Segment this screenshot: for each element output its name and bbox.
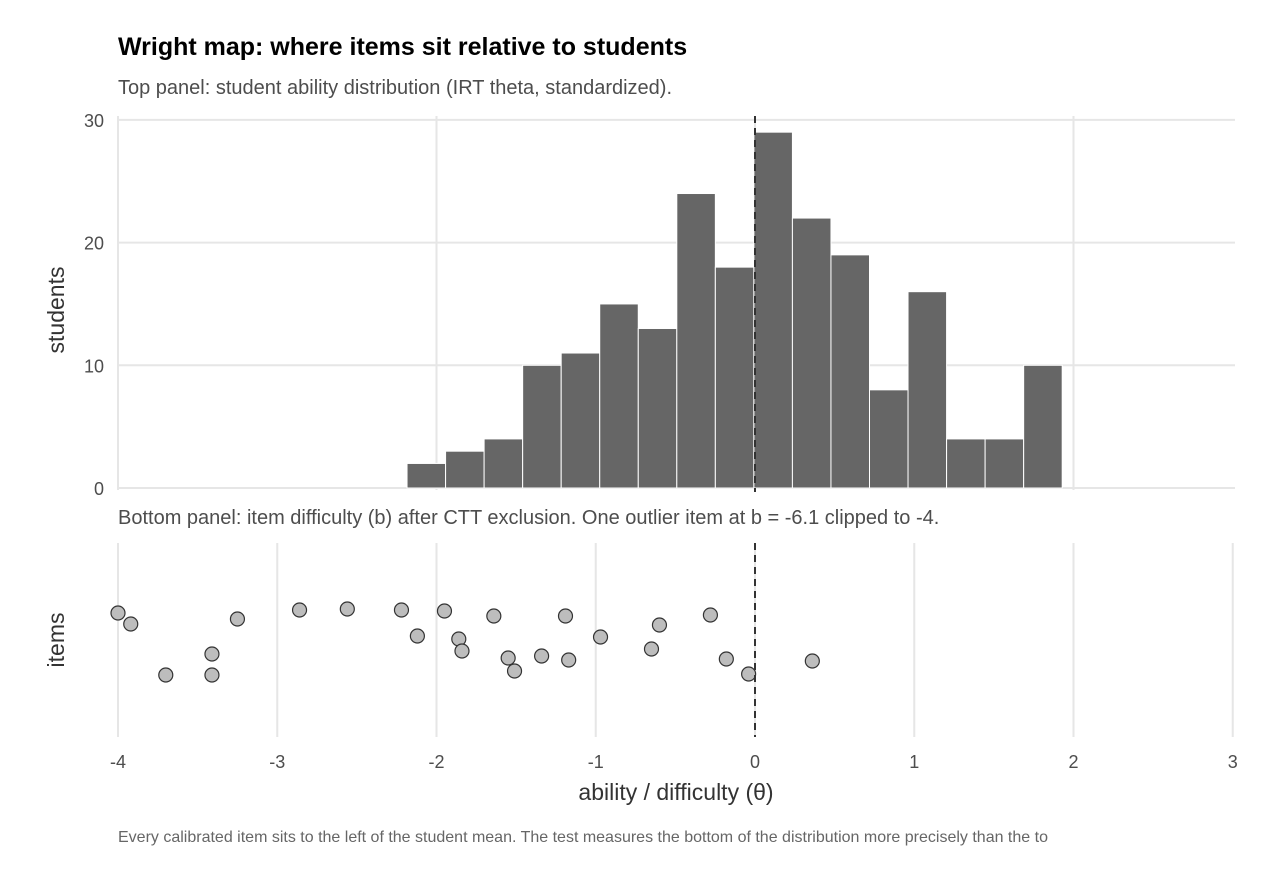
y-tick-label: 10 <box>84 356 104 376</box>
histogram-bar <box>406 462 447 489</box>
y-tick-label: 0 <box>94 479 104 499</box>
top-y-axis-label: students <box>43 267 69 354</box>
x-tick-label: 1 <box>909 752 919 772</box>
histogram-bar <box>1023 364 1063 489</box>
histogram-bar <box>522 364 562 489</box>
item-point <box>534 648 550 664</box>
x-ticks: -4 -3 -2 -1 0 1 2 3 <box>110 752 1238 772</box>
x-tick-label: -2 <box>428 752 444 772</box>
caption: Every calibrated item sits to the left o… <box>118 829 1048 846</box>
histogram-bar <box>445 450 485 489</box>
item-point <box>592 629 609 645</box>
item-point <box>229 611 246 627</box>
item-point <box>158 667 174 683</box>
item-point <box>506 663 523 679</box>
histogram-bar <box>676 193 716 489</box>
item-point <box>651 617 668 633</box>
chart-title: Wright map: where items sit relative to … <box>118 33 687 61</box>
item-point <box>702 607 719 623</box>
item-point <box>454 643 470 659</box>
item-point <box>204 646 220 662</box>
histogram-bar <box>599 303 639 489</box>
x-tick-label: 2 <box>1068 752 1078 772</box>
item-point <box>110 605 126 621</box>
histogram-bar <box>946 438 986 489</box>
histogram-bar <box>753 131 793 489</box>
top-y-ticks: 0 10 20 30 <box>84 111 104 499</box>
y-tick-label: 30 <box>84 111 104 131</box>
bottom-panel-subtitle: Bottom panel: item difficulty (b) after … <box>118 507 939 529</box>
histogram-bar <box>830 254 871 489</box>
top-panel-subtitle: Top panel: student ability distribution … <box>118 77 672 99</box>
histogram-bar <box>560 352 601 489</box>
histogram-bar <box>984 438 1025 489</box>
x-tick-label: 0 <box>750 752 760 772</box>
x-tick-label: -3 <box>269 752 285 772</box>
item-point <box>204 667 220 683</box>
item-point <box>436 603 453 619</box>
item-point <box>500 650 516 666</box>
histogram-bar <box>483 438 524 489</box>
item-point <box>409 628 425 644</box>
bottom-y-axis-label: items <box>43 613 69 668</box>
item-point <box>741 666 757 682</box>
histogram-bar <box>791 217 832 489</box>
x-tick-label: -4 <box>110 752 126 772</box>
histogram-bar <box>907 291 948 489</box>
item-point <box>643 641 660 657</box>
item-point <box>561 652 577 668</box>
item-point <box>804 653 820 669</box>
item-point <box>486 608 502 624</box>
bottom-panel-grid <box>117 543 1234 737</box>
item-points <box>110 543 820 737</box>
x-tick-label: -1 <box>588 752 604 772</box>
item-point <box>557 608 574 624</box>
item-point <box>718 651 734 667</box>
item-point <box>339 601 355 617</box>
x-tick-label: 3 <box>1228 752 1238 772</box>
item-point <box>291 602 308 618</box>
histogram-bar <box>637 327 678 489</box>
histogram-bar <box>869 389 909 489</box>
histogram-bar <box>714 266 755 489</box>
item-point <box>393 602 410 618</box>
item-point <box>123 616 139 632</box>
y-tick-label: 20 <box>84 234 104 254</box>
histogram-bars <box>406 116 1063 492</box>
x-axis-label: ability / difficulty (θ) <box>578 779 773 805</box>
